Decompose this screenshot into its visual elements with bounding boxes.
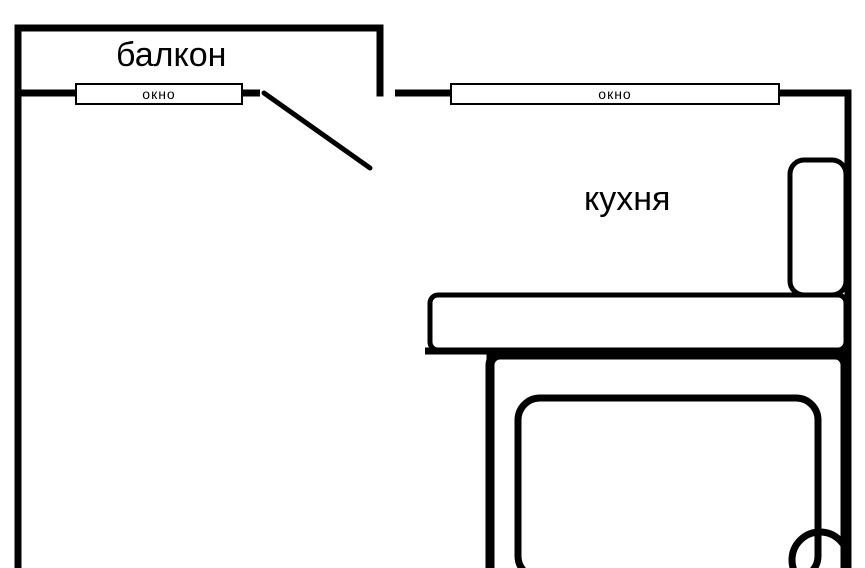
kitchen-counter: [430, 295, 846, 350]
window-left-label: окно: [142, 86, 175, 102]
floor-plan: балкон кухня окно окно: [0, 0, 865, 568]
balcony-label: балкон: [116, 36, 226, 75]
kitchen-oven: [490, 355, 845, 568]
window-left: окно: [75, 83, 243, 105]
window-right-label: окно: [598, 86, 631, 102]
kitchen-label: кухня: [584, 180, 670, 219]
balcony-door: [264, 93, 370, 168]
window-right: окно: [450, 83, 780, 105]
kitchen-tall-cabinet: [790, 160, 846, 295]
